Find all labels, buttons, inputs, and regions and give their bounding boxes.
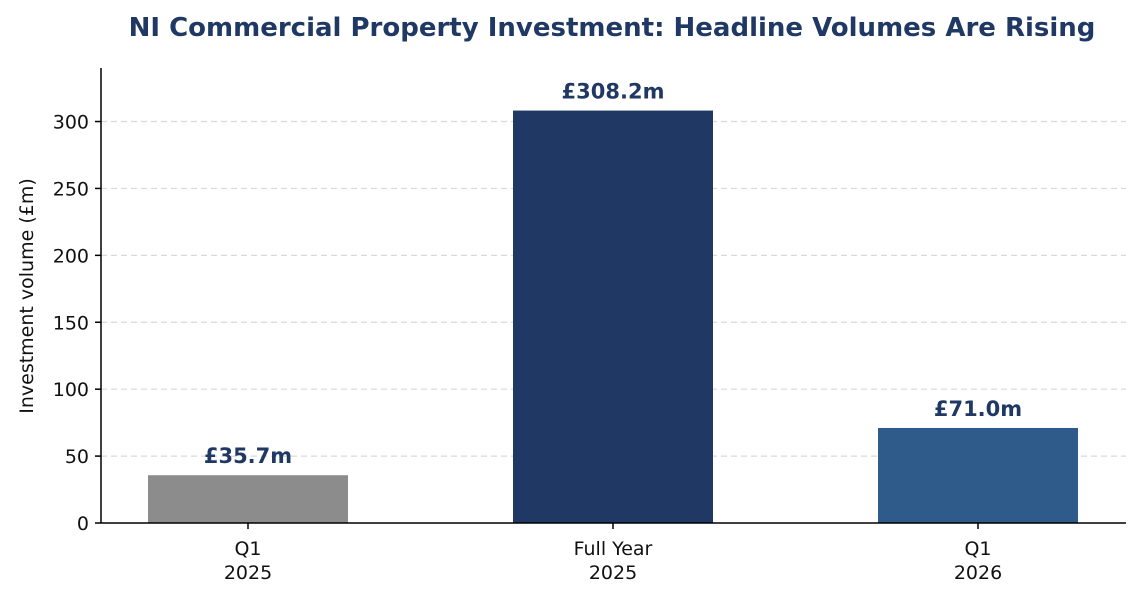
y-tick-label: 250 [53,178,89,200]
data-label: £71.0m [934,397,1022,421]
y-axis-title: Investment volume (£m) [16,178,38,414]
data-label: £35.7m [204,444,292,468]
bar [878,427,1078,523]
x-tick-label: Q1 [964,538,991,560]
y-tick-label: 0 [77,513,89,535]
y-tick-label: 150 [53,312,89,334]
labels: £35.7m£308.2m£71.0m050100150200250300Q12… [53,80,1022,584]
x-tick-label: 2026 [954,562,1002,584]
data-label: £308.2m [562,80,665,104]
bar [513,110,713,524]
x-tick-label: Full Year [574,538,653,560]
bars [148,110,1078,524]
axes [95,68,1126,529]
x-tick-label: 2025 [589,562,637,584]
x-tick-label: 2025 [224,562,272,584]
bar [148,475,348,523]
chart-title: NI Commercial Property Investment: Headl… [129,13,1096,43]
y-tick-label: 50 [65,446,89,468]
x-tick-label: Q1 [234,538,261,560]
y-tick-label: 100 [53,379,89,401]
y-tick-label: 200 [53,245,89,267]
y-tick-label: 300 [53,112,89,134]
